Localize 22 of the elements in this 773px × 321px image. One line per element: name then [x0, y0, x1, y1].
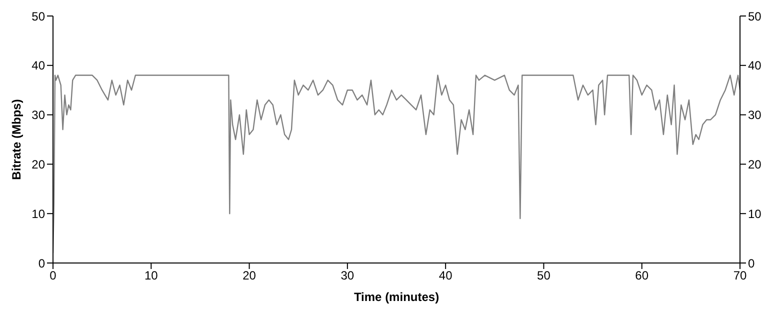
y-tick-label: 0	[38, 256, 46, 270]
y-tick-label: 30	[32, 108, 46, 122]
y-tick-label: 20	[32, 157, 46, 172]
x-tick-label: 60	[635, 268, 649, 283]
x-tick-label: 0	[50, 268, 57, 283]
x-tick-label: 50	[537, 268, 551, 283]
y2-tick-label: 10	[748, 206, 762, 221]
x-tick-label: 70	[733, 268, 747, 283]
x-axis-title: Time (minutes)	[354, 290, 440, 304]
x-tick-label: 20	[242, 268, 256, 283]
y2-tick-label: 40	[748, 58, 762, 73]
y-tick-label: 10	[32, 206, 46, 221]
y-axis-title: Bitrate (Mbps)	[9, 99, 24, 180]
y-tick-label: 50	[32, 9, 46, 24]
y-tick-label: 40	[32, 58, 46, 73]
y2-tick-label: 0	[748, 256, 755, 270]
x-tick-label: 30	[340, 268, 354, 283]
x-tick-label: 40	[438, 268, 453, 283]
y2-tick-label: 20	[748, 157, 762, 172]
x-tick-label: 10	[144, 268, 158, 283]
y2-tick-label: 50	[748, 9, 762, 24]
y2-tick-label: 30	[748, 108, 762, 122]
